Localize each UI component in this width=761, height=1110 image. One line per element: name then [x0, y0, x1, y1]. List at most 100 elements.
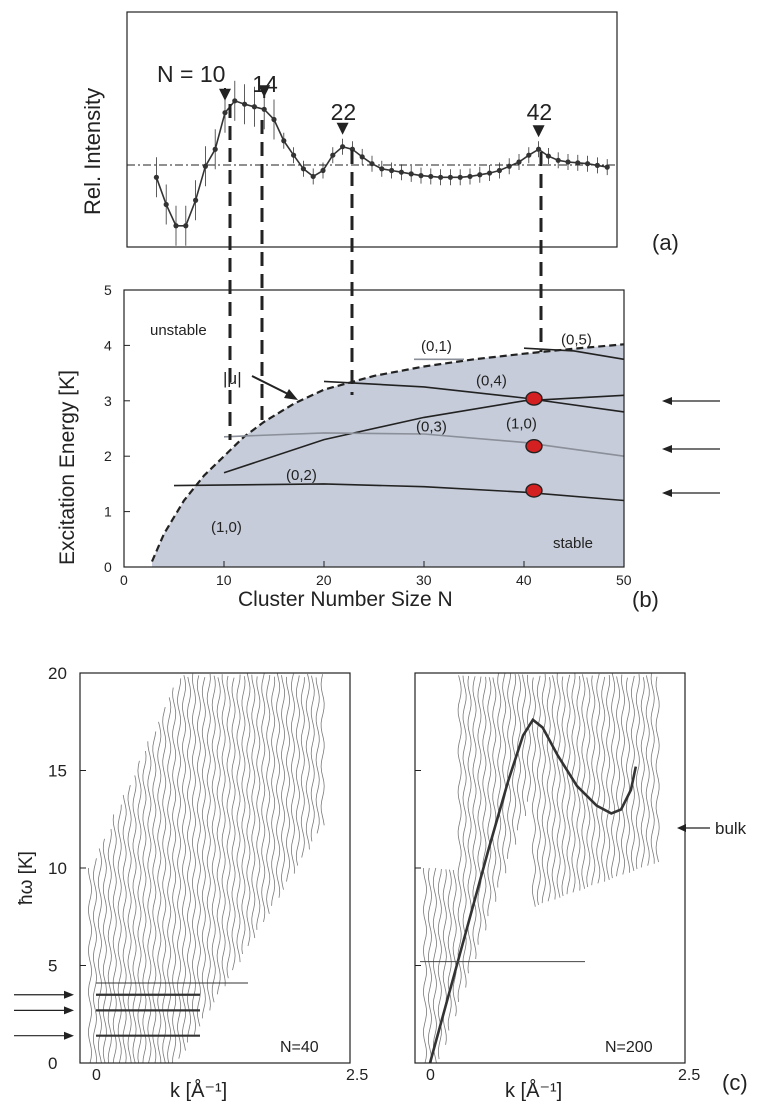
peak-label-42: 42 — [527, 99, 553, 125]
c-ytick-15: 15 — [48, 762, 67, 781]
data-point — [330, 152, 336, 158]
spectrum-trace — [492, 677, 497, 902]
xtick-label-30: 30 — [416, 572, 432, 588]
data-point — [212, 146, 218, 152]
spectrum-trace — [526, 674, 531, 802]
mode-curve-1 — [173, 483, 625, 502]
curve-label-5: (0,2) — [286, 467, 317, 484]
spectrum-trace — [285, 676, 291, 882]
mode-curve-2 — [223, 432, 625, 457]
data-point — [536, 146, 542, 152]
spectrum-trace — [447, 869, 452, 1031]
panel-a-frame — [126, 11, 618, 248]
spectrum-trace — [97, 848, 102, 1064]
connector-lines — [228, 104, 543, 440]
spectrum-trace — [561, 676, 566, 897]
region-unstable: unstable — [150, 322, 207, 339]
spectrum-trace — [295, 675, 300, 866]
state-point — [525, 483, 543, 498]
data-point — [202, 163, 208, 169]
data-point — [428, 173, 434, 180]
mu-arrow-line — [251, 375, 291, 396]
panel-c-right-xtick-1: 2.5 — [678, 1067, 700, 1084]
level-arrow-head-1 — [64, 1006, 74, 1015]
peak-label-22: 22 — [331, 99, 357, 125]
spectrum-trace — [442, 869, 447, 1045]
spectrum-trace — [182, 675, 187, 1051]
spectrum-trace — [452, 869, 457, 1017]
spectrum-trace — [122, 794, 127, 1064]
level-arrows — [14, 990, 74, 1040]
spectrum-trace — [546, 677, 551, 902]
spectrum-trace — [566, 674, 571, 895]
data-point — [526, 152, 532, 158]
data-point — [408, 171, 414, 177]
region-stable: stable — [553, 535, 593, 552]
data-point — [516, 159, 522, 165]
data-point — [379, 166, 385, 172]
xtick-label-50: 50 — [616, 572, 632, 588]
data-point — [369, 161, 375, 167]
bulk-arrow-head — [677, 824, 686, 832]
xtick-label-10: 10 — [216, 572, 232, 588]
spectrum-trace — [427, 867, 432, 1064]
data-point — [506, 163, 512, 169]
spectrum-trace — [305, 673, 310, 850]
data-point — [300, 166, 306, 172]
spectrum-trace — [536, 675, 541, 905]
spectrum-trace — [172, 687, 177, 1064]
spectrum-trace — [261, 673, 266, 922]
stable-region — [152, 344, 624, 567]
spectrum-trace — [457, 675, 462, 1002]
spectrum-trace — [117, 804, 122, 1064]
curve-label-4: (0,3) — [416, 418, 447, 435]
xtick-label-40: 40 — [516, 572, 532, 588]
spectrum-trace — [477, 676, 482, 945]
panel-b: (0,1) (0,5) (0,4) (1,0) (0,3) (0,2) (1,0) 0 1 2 3… — [56, 282, 720, 612]
spectrum-trace — [236, 674, 241, 963]
spectrum-trace — [650, 673, 655, 864]
curve-label-6: (1,0) — [211, 519, 242, 536]
c-ytick-20: 20 — [48, 664, 67, 683]
spectrum-trace — [487, 677, 492, 917]
spectrum-trace — [616, 676, 621, 877]
data-point — [545, 153, 552, 159]
panel-c-label: (c) — [722, 1070, 748, 1095]
spectrum-trace — [226, 675, 231, 979]
spectrum-trace — [147, 741, 152, 1064]
data-point — [496, 167, 502, 174]
data-point — [271, 116, 277, 123]
spectrum-trace — [152, 731, 157, 1064]
data-point — [281, 138, 287, 144]
panel-a-ylabel: Rel. Intensity — [80, 88, 105, 215]
spectrum-trace — [531, 677, 536, 907]
spectrum-trace — [655, 676, 660, 863]
spectrum-trace — [635, 674, 640, 870]
data-point — [398, 169, 404, 175]
spectrum-trace — [586, 677, 591, 888]
spectrum-trace — [640, 677, 645, 868]
spectrum-trace — [112, 814, 117, 1064]
spectrum-trace — [315, 677, 320, 834]
ytick-label-5: 5 — [104, 282, 112, 298]
curve-label-3: (1,0) — [506, 416, 537, 433]
panel-c-left-xlabel: k [Å⁻¹] — [170, 1079, 227, 1102]
spectrum-trace — [502, 673, 507, 874]
data-point — [232, 98, 238, 104]
peak-arrow-head-22 — [336, 122, 349, 135]
mu-label: |μ| — [223, 369, 242, 388]
panel-c-left-xtick-0: 0 — [92, 1067, 101, 1084]
spectrum-trace — [467, 675, 472, 974]
spectrum-trace — [132, 775, 137, 1064]
panel-c-ylabel: ħω [K] — [16, 851, 37, 905]
spectrum-trace — [256, 676, 261, 930]
level-arrow-head-2 — [64, 1031, 74, 1040]
peak-arrow-head-10 — [219, 88, 231, 101]
peak-arrow-head-42 — [532, 125, 545, 138]
spectrum-trace — [157, 721, 162, 1064]
side-arrows — [662, 397, 720, 497]
data-point — [565, 159, 571, 165]
ytick-label-0: 0 — [104, 559, 112, 575]
spectrum-trace — [576, 676, 581, 891]
